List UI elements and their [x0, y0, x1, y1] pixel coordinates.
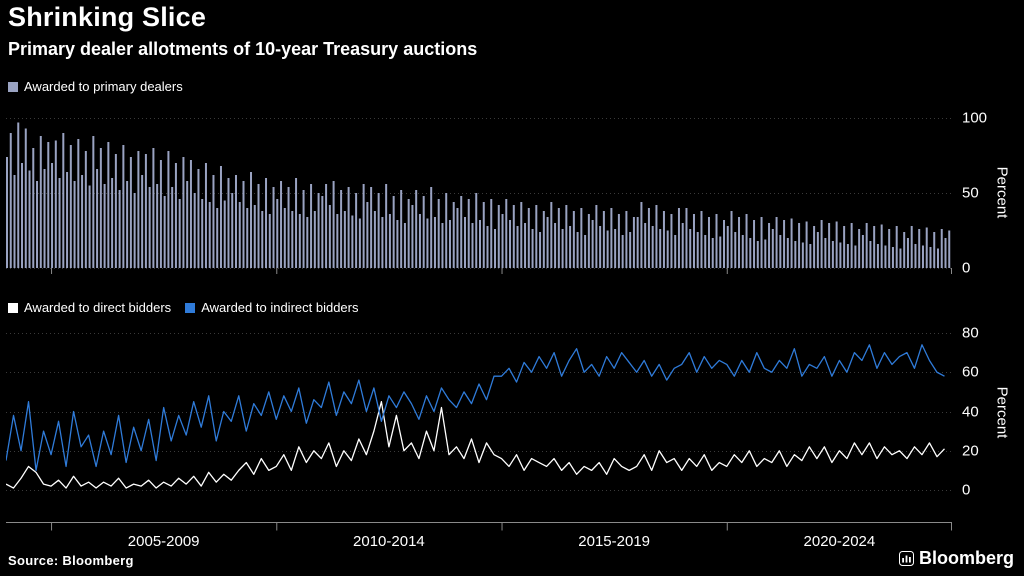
legend-label-indirect: Awarded to indirect bidders — [201, 300, 359, 315]
primary-dealers-bar-chart — [6, 104, 952, 276]
top-yaxis-title: Percent — [993, 166, 1011, 219]
x-axis-label: 2020-2024 — [803, 533, 876, 550]
x-axis-label: 2015-2019 — [578, 533, 651, 550]
bidders-line-chart — [6, 324, 952, 534]
direct-legend-swatch — [8, 302, 18, 313]
y-tick-label: 50 — [962, 184, 979, 202]
page-subtitle: Primary dealer allotments of 10-year Tre… — [8, 39, 478, 59]
bloomberg-logo-icon — [898, 551, 914, 566]
x-axis-label: 2010-2014 — [353, 533, 425, 550]
y-tick-label: 100 — [962, 109, 988, 127]
y-tick-label: 80 — [962, 324, 979, 342]
legend-label-direct: Awarded to direct bidders — [24, 300, 172, 315]
source-note: Source: Bloomberg — [8, 553, 134, 568]
legend-item: Awarded to indirect bidders — [185, 300, 358, 315]
bloomberg-wordmark: Bloomberg — [918, 548, 1014, 568]
indirect-legend-swatch — [185, 302, 196, 313]
x-axis-label: 2005-2009 — [127, 533, 200, 550]
bloomberg-logo: Bloomberg — [898, 548, 1014, 569]
legend-primary-dealers: Awarded to primary dealers — [8, 79, 197, 94]
y-tick-label: 0 — [962, 259, 971, 277]
legend-bidders: Awarded to direct bidders Awarded to ind… — [8, 300, 372, 315]
y-tick-label: 60 — [962, 363, 979, 381]
y-tick-label: 40 — [962, 403, 979, 420]
y-tick-label: 0 — [962, 481, 971, 499]
legend-item: Awarded to direct bidders — [8, 300, 171, 315]
y-tick-label: 20 — [962, 442, 979, 460]
legend-item: Awarded to primary dealers — [8, 79, 183, 94]
bottom-yaxis-title: Percent — [993, 386, 1011, 439]
page-title: Shrinking Slice — [8, 2, 207, 32]
primary-legend-swatch — [8, 81, 18, 92]
legend-label-primary: Awarded to primary dealers — [24, 79, 183, 94]
